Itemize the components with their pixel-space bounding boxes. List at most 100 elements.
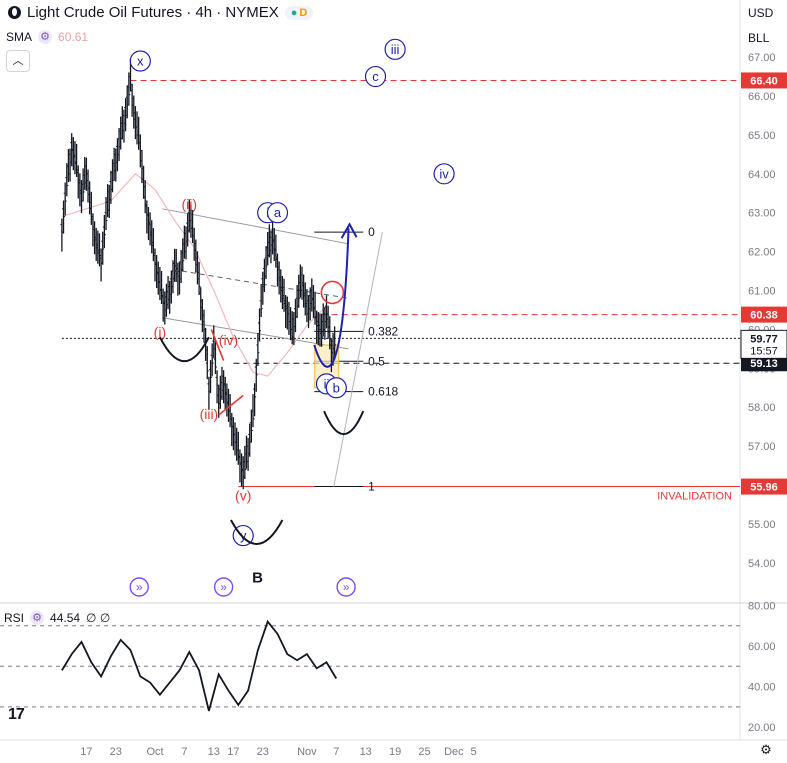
rsi-tick-label: 40.00 <box>748 682 776 694</box>
price-tick-label: 64.00 <box>748 169 776 181</box>
wave-label-circled: iii <box>391 42 400 57</box>
chart-settings-icon[interactable]: ⚙ <box>760 742 772 757</box>
price-tick-label: 65.00 <box>748 130 776 142</box>
breakout-circle <box>320 280 345 305</box>
time-tick-label: 17 <box>227 746 239 758</box>
price-tick-label: 55.00 <box>748 519 776 531</box>
bar-countdown-label: 15:57 <box>750 345 778 357</box>
fib-level-label: 0.618 <box>368 385 398 399</box>
fib-level-label: 0.5 <box>368 354 385 368</box>
support-arc <box>323 410 365 435</box>
tradingview-logo: 17 <box>8 706 25 723</box>
price-label-text: 55.96 <box>750 482 778 494</box>
wave-label-circled: a <box>274 205 282 220</box>
price-bars <box>60 58 337 490</box>
range-event-glyph: » <box>136 580 143 594</box>
wave-label-b: B <box>252 569 263 586</box>
wave-circle <box>384 38 406 60</box>
sma-legend[interactable]: SMA ⚙ 60.61 <box>6 30 88 44</box>
delayed-data-badge: D <box>299 6 308 19</box>
fib-level-label: 0.382 <box>368 324 398 338</box>
price-tick-label: 58.00 <box>748 402 776 414</box>
range-event-icon[interactable] <box>336 577 356 597</box>
rsi-settings-icon[interactable]: ⚙ <box>30 611 45 625</box>
wave-circle <box>364 65 387 88</box>
rsi-name: RSI <box>4 611 25 625</box>
price-tick-label: 66.00 <box>748 91 776 103</box>
current-price-label: 59.77 <box>750 333 778 345</box>
price-label-box <box>741 478 787 495</box>
invalidation-label: INVALIDATION <box>657 491 732 503</box>
symbol-header[interactable]: Light Crude Oil Futures · 4h · NYMEX ● D <box>8 4 314 21</box>
sma-name: SMA <box>6 30 33 44</box>
wave-label-red: (v) <box>235 488 251 504</box>
price-tick-label: 57.00 <box>748 441 776 453</box>
wave-label-circled: c <box>372 69 379 84</box>
red-trend-line <box>218 394 244 416</box>
wave-label-red: (iii) <box>200 406 219 422</box>
range-event-glyph: » <box>343 580 350 594</box>
market-open-dot-icon: ● <box>290 6 298 19</box>
price-tick-label: 63.00 <box>748 208 776 220</box>
time-tick-label: 25 <box>418 746 430 758</box>
rsi-value: 44.54 <box>50 611 81 625</box>
rsi-line <box>61 619 338 712</box>
currency-selector[interactable]: USD <box>748 6 774 20</box>
range-event-icon[interactable] <box>129 577 149 597</box>
symbol-logo-icon <box>8 6 21 19</box>
fib-level-label: 0 <box>368 225 375 239</box>
wave-label-red: (i) <box>154 324 166 340</box>
wave-label-circled: b <box>333 380 340 395</box>
unit-selector[interactable]: BLL <box>748 31 770 45</box>
time-tick-label: 23 <box>257 746 269 758</box>
fib-trend-line <box>333 232 383 487</box>
time-tick-label: Nov <box>297 746 317 758</box>
collapse-legend-button[interactable]: ︿ <box>6 50 30 72</box>
channel-upper-line[interactable] <box>162 208 349 245</box>
price-tick-label: 61.00 <box>748 286 776 298</box>
projected-path[interactable] <box>313 228 350 368</box>
price-tick-label: 67.00 <box>748 52 776 64</box>
time-tick-label: 23 <box>110 746 122 758</box>
time-tick-label: 7 <box>181 746 187 758</box>
wave-label-circled: iv <box>439 166 449 181</box>
wave-label-circled: x <box>137 53 144 68</box>
price-tick-label: 62.00 <box>748 247 776 259</box>
wave-circle <box>325 377 347 399</box>
rsi-legend[interactable]: RSI ⚙ 44.54 ∅ ∅ <box>4 611 110 625</box>
time-tick-label: 13 <box>360 746 372 758</box>
price-label-box <box>741 355 787 372</box>
time-tick-label: Dec <box>444 746 464 758</box>
channel-lower-line[interactable] <box>162 317 349 350</box>
support-arc <box>159 336 210 363</box>
time-tick-label: 5 <box>470 746 476 758</box>
price-label-text: 59.13 <box>750 358 778 370</box>
wave-label-red: (ii) <box>182 196 198 212</box>
wave-label-red: (iv) <box>219 332 238 348</box>
time-tick-label: 17 <box>80 746 92 758</box>
wave-circle <box>129 50 151 72</box>
price-label-text: 66.40 <box>750 75 778 87</box>
range-event-glyph: » <box>220 580 227 594</box>
time-tick-label: 7 <box>333 746 339 758</box>
price-label-box <box>741 72 787 89</box>
current-price-box <box>740 329 787 359</box>
fib-level-label: 1 <box>368 480 375 494</box>
wave-circle <box>433 163 455 185</box>
time-tick-label: 13 <box>208 746 220 758</box>
range-event-icon[interactable] <box>213 577 234 597</box>
market-status-badge[interactable]: ● D <box>284 5 314 20</box>
symbol-title[interactable]: Light Crude Oil Futures · 4h · NYMEX <box>27 4 279 21</box>
price-label-box <box>741 306 787 323</box>
channel-mid-line[interactable] <box>181 270 349 299</box>
price-tick-label: 54.00 <box>748 558 776 570</box>
red-trend-line <box>210 329 225 361</box>
rsi-tick-label: 20.00 <box>748 722 776 734</box>
time-tick-label: Oct <box>146 746 163 758</box>
indicator-settings-icon[interactable]: ⚙ <box>38 30 53 44</box>
sma-line <box>61 172 327 377</box>
rsi-extra-values: ∅ ∅ <box>86 611 111 625</box>
rsi-tick-label: 80.00 <box>748 600 776 612</box>
wave-label-circled: y <box>240 528 247 543</box>
